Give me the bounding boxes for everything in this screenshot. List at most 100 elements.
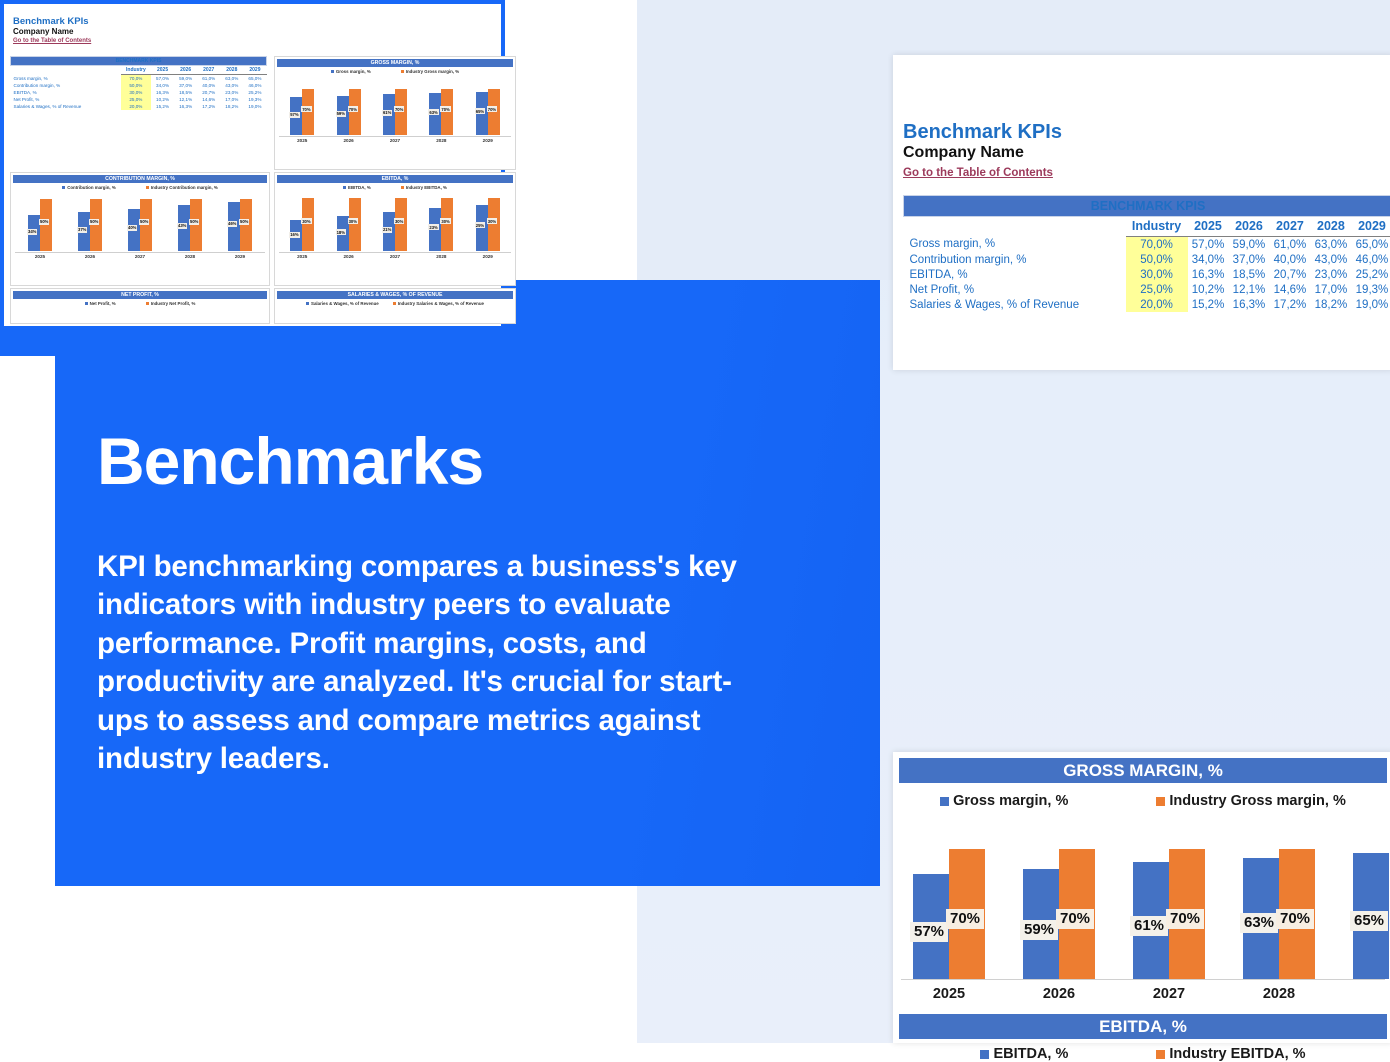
mini-row-value: 37,0% — [174, 82, 197, 89]
mini-chart-title: NET PROFIT, % — [13, 291, 267, 299]
mini-bar-group: 16%30% — [290, 193, 314, 251]
mini-chart-axis: 2025 2026 2027 2028 2029 — [15, 252, 265, 259]
mini-chart-title: CONTRIBUTION MARGIN, % — [13, 175, 267, 183]
legend-label: Contribution margin, % — [67, 185, 116, 190]
bar-value-industry: 70% — [1056, 909, 1094, 929]
mini-table-row: EBITDA, % 30,0% 16,3% 18,5% 20,7% 23,0% … — [11, 89, 267, 96]
table-band-row: BENCHMARK KPIS — [904, 196, 1390, 217]
mini-bar-value: 59% — [336, 111, 346, 117]
mini-chart-plot: 16%30% 18%30% 21%30% 23%30% 25%30% — [279, 193, 511, 251]
mini-bar-company: 16% — [290, 220, 302, 251]
legend-label: Industry Salaries & Wages, % of Revenue — [398, 301, 484, 306]
mini-table-row: Net Profit, % 25,0% 10,2% 12,1% 14,6% 17… — [11, 96, 267, 103]
legend-item-company: Gross margin, % — [331, 69, 371, 74]
mini-bar-industry: 70% — [395, 89, 407, 135]
bar-value-industry: 70% — [946, 909, 984, 929]
mini-bar-group: 18%30% — [337, 193, 361, 251]
axis-tick: 2025 — [297, 254, 307, 259]
row-value: 25,2% — [1351, 267, 1390, 282]
mini-bar-value: 50% — [239, 219, 249, 225]
mini-chart-title: GROSS MARGIN, % — [277, 59, 513, 67]
table-header-row: Industry 2025 2026 2027 2028 2029 — [904, 217, 1390, 237]
axis-tick: 2028 — [436, 138, 446, 143]
row-value: 61,0% — [1269, 237, 1310, 253]
mini-bar-value: 46% — [227, 221, 237, 227]
mini-row-value: 57,0% — [151, 75, 174, 83]
row-value: 19,0% — [1351, 297, 1390, 312]
legend-swatch-blue-icon — [331, 70, 334, 73]
mini-bar-industry: 70% — [302, 89, 314, 135]
mini-row-value: 16,3% — [151, 89, 174, 96]
mini-row-value: 40,0% — [197, 82, 220, 89]
legend-label: Salaries & Wages, % of Revenue — [311, 301, 379, 306]
legend-swatch-blue-icon — [940, 797, 949, 806]
mini-bar-group: 57%70% — [290, 77, 314, 135]
mini-sheet-title: Benchmark KPIs — [13, 16, 91, 27]
mini-bar-value: 43% — [177, 223, 187, 229]
bar-group-2027: 61% 70% — [1133, 831, 1205, 979]
row-value: 46,0% — [1351, 252, 1390, 267]
legend-swatch-orange-icon — [1156, 1050, 1165, 1059]
legend-label: Industry Gross margin, % — [406, 69, 459, 74]
page-title: Benchmarks — [97, 426, 840, 496]
mini-row-value: 61,0% — [197, 75, 220, 83]
legend-swatch-orange-icon — [401, 70, 404, 73]
mini-bar-group: 43%50% — [178, 193, 202, 251]
mini-col-header-2028: 2028 — [220, 66, 243, 75]
mini-bar-value: 34% — [27, 229, 37, 235]
axis-tick: 2025 — [297, 138, 307, 143]
mini-row-value: 19,3% — [243, 96, 266, 103]
mini-table-row: Salaries & Wages, % of Revenue 20,0% 15,… — [11, 103, 267, 110]
mini-bar-value: 16% — [289, 232, 299, 238]
mini-row-label: Net Profit, % — [11, 96, 121, 103]
mini-bar-company: 61% — [383, 94, 395, 135]
mini-bar-value: 50% — [139, 219, 149, 225]
axis-tick: 2026 — [85, 254, 95, 259]
legend-item-industry: Industry EBITDA, % — [401, 185, 447, 190]
row-label: Salaries & Wages, % of Revenue — [904, 297, 1126, 312]
legend-swatch-blue-icon — [306, 302, 309, 305]
bar-group-2029: 65% — [1353, 831, 1389, 979]
gross-margin-chart-sheet: GROSS MARGIN, % Gross margin, % Industry… — [893, 752, 1390, 1043]
legend-item-company: Gross margin, % — [940, 793, 1068, 809]
mini-bar-value: 23% — [428, 224, 438, 230]
mini-chart-legend: Gross margin, % Industry Gross margin, % — [275, 69, 515, 74]
bar-industry-2027: 70% — [1169, 849, 1205, 979]
mini-bar-industry: 30% — [349, 198, 361, 251]
mini-table-of-contents-link[interactable]: Go to the Table of Contents — [13, 37, 91, 46]
legend-label-industry: Industry Gross margin, % — [1169, 793, 1345, 809]
mini-bar-value: 30% — [394, 218, 404, 224]
mini-bar-group: 23%30% — [429, 193, 453, 251]
mini-row-value: 18,5% — [174, 89, 197, 96]
legend-label-industry: Industry EBITDA, % — [1169, 1046, 1305, 1062]
mini-chart-legend: Contribution margin, % Industry Contribu… — [11, 185, 269, 190]
axis-tick: 2027 — [390, 254, 400, 259]
mini-bar-company: 23% — [429, 208, 441, 251]
mini-chart-net-profit: NET PROFIT, % Net Profit, % Industry Net… — [10, 288, 270, 324]
legend-swatch-orange-icon — [401, 186, 404, 189]
table-row: Salaries & Wages, % of Revenue 20,0% 15,… — [904, 297, 1390, 312]
mini-bar-company: 63% — [429, 93, 441, 135]
mini-table-band-label: BENCHMARK KPIS — [11, 57, 267, 66]
mini-bar-value: 57% — [289, 112, 299, 118]
mini-bar-industry: 30% — [302, 198, 314, 251]
mini-row-value: 63,0% — [220, 75, 243, 83]
bar-company-2026: 59% — [1023, 869, 1059, 979]
bar-value-company: 59% — [1020, 920, 1058, 940]
axis-tick: 2026 — [343, 138, 353, 143]
row-value: 16,3% — [1188, 267, 1229, 282]
bar-value-industry: 70% — [1276, 909, 1314, 929]
mini-bar-company: 40% — [128, 209, 140, 251]
mini-row-value: 46,0% — [243, 82, 266, 89]
mini-col-header-2027: 2027 — [197, 66, 220, 75]
row-industry-value: 50,0% — [1126, 252, 1188, 267]
mini-row-industry-value: 70,0% — [121, 75, 151, 83]
sheet-title: Benchmark KPIs — [903, 121, 1390, 143]
row-value: 23,0% — [1310, 267, 1351, 282]
row-value: 18,5% — [1228, 267, 1269, 282]
bar-industry-2026: 70% — [1059, 849, 1095, 979]
bar-group-2025: 57% 70% — [913, 831, 985, 979]
table-of-contents-link[interactable]: Go to the Table of Contents — [903, 165, 1053, 181]
chart-axis-gross-margin: 2025 2026 2027 2028 — [901, 979, 1385, 1002]
axis-tick: 2029 — [235, 254, 245, 259]
